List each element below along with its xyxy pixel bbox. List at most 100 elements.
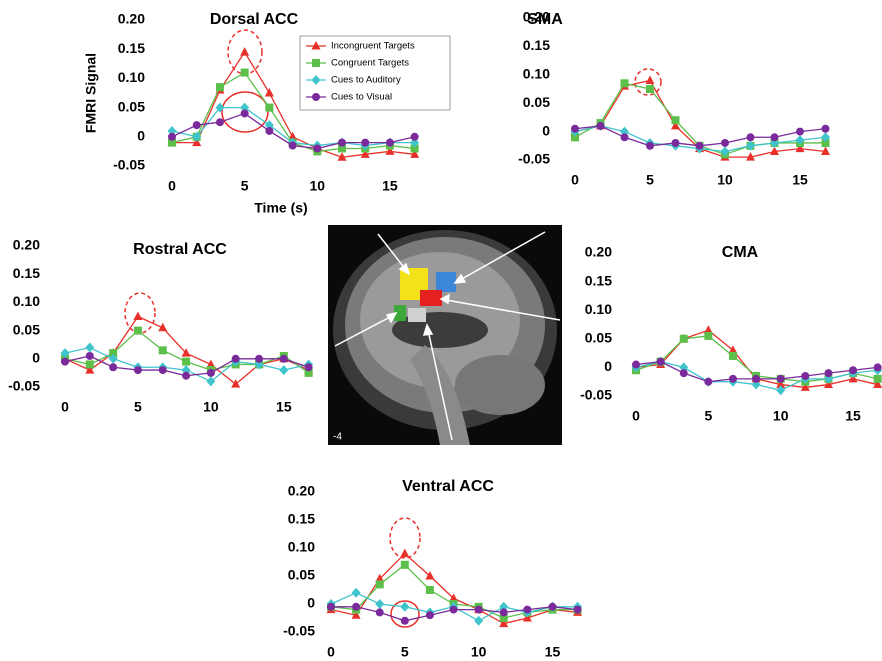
marker [327,603,335,611]
marker [182,372,190,380]
marker [241,109,249,117]
marker [232,355,240,363]
marker [375,599,384,609]
chart-title: Dorsal ACC [210,11,299,28]
y-tick-label: 0.05 [523,94,550,110]
marker [500,608,508,616]
x-tick-label: 15 [545,644,561,660]
marker [305,363,313,371]
chart-title: Rostral ACC [133,241,227,258]
y-tick-label: 0.05 [585,330,612,346]
x-tick-label: 10 [471,644,487,660]
marker [646,85,654,93]
x-tick-label: 15 [276,399,292,415]
marker [411,133,419,141]
y-tick-label: 0.05 [13,321,40,337]
slice-label: -4 [333,432,342,443]
marker [632,361,640,369]
marker [265,127,273,135]
brain-image: -4 [328,225,562,445]
y-tick-label: 0 [307,595,315,611]
x-tick-label: 10 [310,178,326,194]
marker [426,611,434,619]
legend-label: Cues to Visual [331,92,392,103]
x-tick-label: 5 [241,178,249,194]
marker [159,366,167,374]
x-tick-label: 10 [203,399,219,415]
marker [597,122,605,130]
marker [704,378,712,386]
marker [425,571,434,580]
y-tick-label: 0.20 [585,244,612,260]
y-tick-label: 0.10 [13,293,40,309]
y-tick-label: -0.05 [283,623,315,639]
marker [646,75,655,84]
marker [574,606,582,614]
y-tick-label: 0.20 [118,11,145,27]
marker [134,327,142,335]
marker [241,69,249,77]
marker [361,139,369,147]
marker [265,104,273,112]
page: {"chart_data": [ {"type": "line", "title… [0,0,882,661]
y-tick-label: 0.15 [288,511,315,527]
marker [680,335,688,343]
marker [86,360,94,368]
marker [85,343,94,353]
marker [400,549,409,558]
marker [265,88,274,97]
marker [279,365,288,375]
marker [134,366,142,374]
legend-label: Incongruent Targets [331,41,415,52]
legend-marker [312,59,320,67]
x-tick-label: 5 [134,399,142,415]
marker [680,369,688,377]
marker [672,139,680,147]
marker [207,369,215,377]
x-tick-label: 0 [61,399,69,415]
marker [874,363,882,371]
marker [86,352,94,360]
y-tick-label: 0 [32,350,40,366]
legend-marker [312,93,320,101]
y-tick-label: 0.15 [118,40,145,56]
x-tick-label: 15 [382,178,398,194]
marker [752,375,760,383]
marker [352,603,360,611]
marker [729,375,737,383]
x-tick-label: 5 [646,172,654,188]
y-tick-label: 0 [542,122,550,138]
marker [777,375,785,383]
marker [280,355,288,363]
legend-label: Congruent Targets [331,58,409,69]
marker [771,133,779,141]
marker [796,128,804,136]
marker [548,603,556,611]
marker [168,133,176,141]
marker [523,606,531,614]
y-tick-label: 0.20 [523,9,550,25]
marker [159,346,167,354]
marker [657,358,665,366]
y-tick-label: -0.05 [113,157,145,173]
x-tick-label: 0 [168,178,176,194]
marker [376,580,384,588]
marker [747,133,755,141]
marker [704,332,712,340]
chart-title: Ventral ACC [402,478,494,495]
y-tick-label: 0.10 [118,69,145,85]
marker [338,139,346,147]
marker [822,125,830,133]
marker [849,366,857,374]
marker [216,118,224,126]
marker [696,142,704,150]
y-tick-label: 0.05 [288,567,315,583]
marker [240,47,249,56]
marker [289,142,297,150]
y-tick-label: 0.20 [13,237,40,253]
marker [621,133,629,141]
x-tick-label: 0 [327,644,335,660]
marker [571,125,579,133]
y-tick-label: -0.05 [518,151,550,167]
marker [824,369,832,377]
